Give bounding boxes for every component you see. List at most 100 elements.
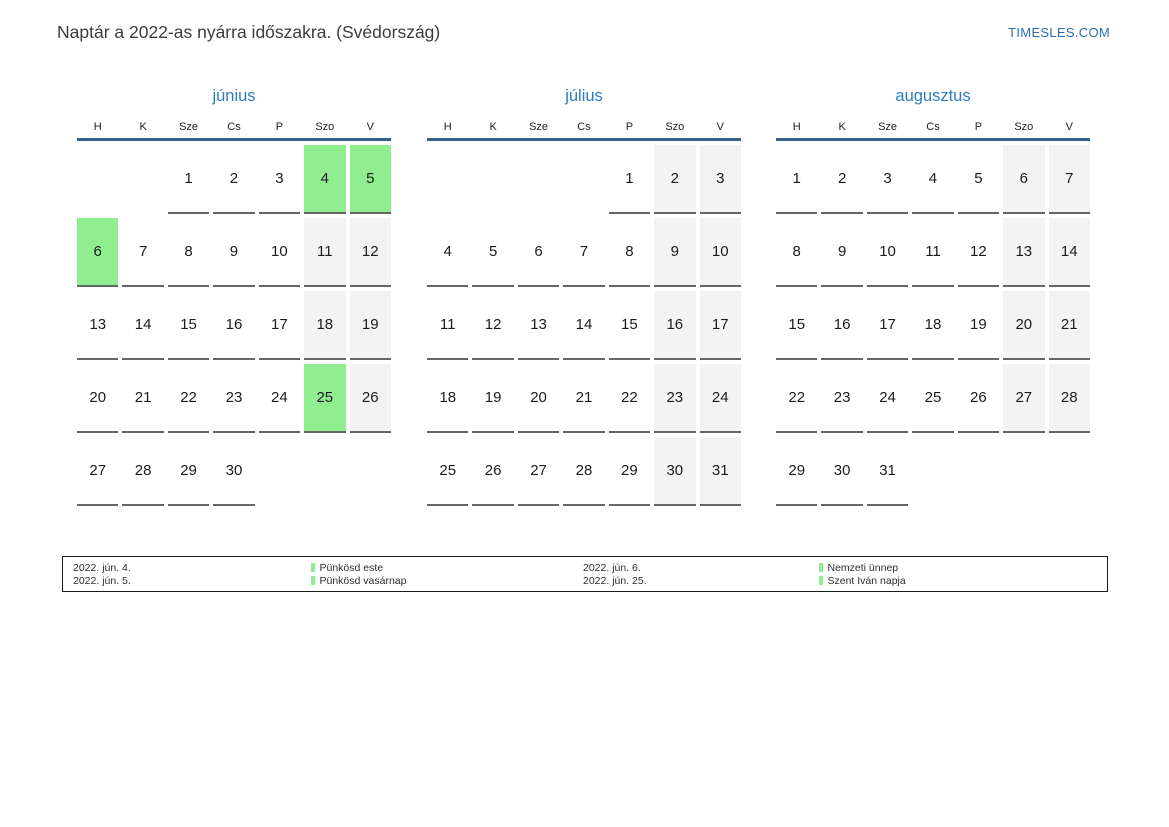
day-cell: 1 xyxy=(167,145,210,214)
day-cell: 8 xyxy=(167,218,210,287)
day-number: 20 xyxy=(89,388,107,406)
day-cell-empty xyxy=(77,145,118,214)
day-number: 20 xyxy=(530,388,547,406)
day-cell: 15 xyxy=(167,291,210,360)
day-number: 28 xyxy=(575,461,593,479)
day-number: 1 xyxy=(184,169,193,187)
day-number: 23 xyxy=(225,388,243,406)
page-title: Naptár a 2022-as nyárra időszakra. (Svéd… xyxy=(57,22,441,42)
day-cell: 13 xyxy=(517,291,560,360)
day-cell: 25 xyxy=(427,437,469,506)
week-row: 25 26 27 28 29 30 31 xyxy=(425,435,743,508)
day-number: 18 xyxy=(439,388,457,406)
day-number: 6 xyxy=(93,242,102,260)
day-cell: 6 xyxy=(1003,144,1045,214)
day-number: 21 xyxy=(1060,315,1078,333)
day-number: 6 xyxy=(1019,169,1028,187)
day-number: 24 xyxy=(711,388,729,406)
day-number: 10 xyxy=(271,242,288,260)
day-cell: 29 xyxy=(167,437,210,506)
day-cell: 24 xyxy=(258,364,301,433)
day-number: 25 xyxy=(316,388,334,406)
day-cell: 15 xyxy=(776,291,818,360)
weekday-header-row: H K Sze Cs P Szo V xyxy=(425,118,743,137)
week-row: 6 7 8 9 10 11 12 xyxy=(75,216,393,289)
week-row: 13 14 15 16 17 18 19 xyxy=(75,289,393,362)
header-divider xyxy=(77,138,391,141)
day-cell: 19 xyxy=(472,364,514,433)
day-cell: 18 xyxy=(912,291,954,360)
day-cell: 11 xyxy=(304,217,346,287)
day-number: 27 xyxy=(89,461,107,479)
day-cell: 22 xyxy=(776,364,818,433)
legend-names-right: Nemzeti ünnep Szent Iván napja xyxy=(819,562,906,587)
weekday-label: K xyxy=(139,121,147,133)
day-cell-empty xyxy=(912,437,953,506)
day-cell: 5 xyxy=(349,144,391,214)
day-cell: 8 xyxy=(776,218,818,287)
day-number: 16 xyxy=(666,315,684,333)
day-cell-empty xyxy=(958,437,999,506)
day-cell: 5 xyxy=(957,145,1000,214)
day-cell: 27 xyxy=(1003,363,1045,433)
day-number: 22 xyxy=(621,388,638,406)
holiday-color-swatch xyxy=(819,575,823,585)
day-number: 17 xyxy=(271,315,288,333)
day-cell: 10 xyxy=(258,218,301,287)
day-cell: 19 xyxy=(349,290,391,360)
day-cell: 20 xyxy=(77,364,119,433)
week-row: 4 5 6 7 8 9 10 xyxy=(425,216,743,289)
legend-date: 2022. jún. 25. xyxy=(583,574,647,587)
day-number: 18 xyxy=(924,315,942,333)
day-cell: 30 xyxy=(821,437,863,506)
day-number: 24 xyxy=(879,388,896,406)
day-cell: 16 xyxy=(654,290,696,360)
weekday-label: K xyxy=(489,121,497,133)
weekday-label: H xyxy=(93,121,102,133)
day-cell: 22 xyxy=(167,364,210,433)
day-cell: 22 xyxy=(608,364,651,433)
month-title: július xyxy=(565,87,603,105)
week-row: 11 12 13 14 15 16 17 xyxy=(425,289,743,362)
weekday-label: Szo xyxy=(1014,121,1034,133)
day-cell: 18 xyxy=(427,364,469,433)
day-number: 10 xyxy=(711,242,729,260)
day-number: 13 xyxy=(1015,242,1033,260)
legend-names-left: Pünkösd este Pünkösd vasárnap xyxy=(311,562,406,587)
week-row: 1 2 3 4 5 6 7 xyxy=(774,143,1092,216)
day-cell: 9 xyxy=(821,218,863,287)
day-number: 3 xyxy=(716,169,725,187)
calendar-month-july: július H K Sze Cs P Szo V 1 2 3 4 5 6 7 8 9 10 11 12 13 14 15 1… xyxy=(425,84,743,508)
day-cell: 19 xyxy=(957,291,1000,360)
day-number: 21 xyxy=(575,388,593,406)
day-cell-empty xyxy=(304,437,345,506)
day-cell-empty xyxy=(259,437,300,506)
day-cell: 7 xyxy=(122,218,164,287)
week-row: 18 19 20 21 22 23 24 xyxy=(425,362,743,435)
day-number: 14 xyxy=(1060,242,1078,260)
day-cell: 11 xyxy=(427,291,469,360)
day-cell-empty xyxy=(122,145,163,214)
week-row: 22 23 24 25 26 27 28 xyxy=(774,362,1092,435)
day-cell: 7 xyxy=(1048,144,1090,214)
day-number: 11 xyxy=(925,242,941,260)
day-number: 7 xyxy=(138,242,148,260)
day-number: 25 xyxy=(439,461,457,479)
day-number: 22 xyxy=(180,388,197,406)
day-number: 1 xyxy=(625,169,634,187)
week-row: 15 16 17 18 19 20 21 xyxy=(774,289,1092,362)
legend-item: Pünkösd este xyxy=(311,562,406,575)
day-number: 23 xyxy=(666,388,684,406)
day-cell: 13 xyxy=(1003,217,1045,287)
day-number: 13 xyxy=(89,315,107,333)
day-number: 28 xyxy=(134,461,152,479)
day-number: 12 xyxy=(484,315,502,333)
day-number: 28 xyxy=(1060,388,1078,406)
weekday-label: Cs xyxy=(926,121,940,133)
weekday-label: Cs xyxy=(577,121,591,133)
day-cell: 15 xyxy=(608,291,651,360)
day-number: 26 xyxy=(361,388,379,406)
brand-link[interactable]: TIMESLES.COM xyxy=(1008,25,1110,40)
holiday-color-swatch xyxy=(819,563,823,572)
day-cell: 21 xyxy=(122,364,164,433)
